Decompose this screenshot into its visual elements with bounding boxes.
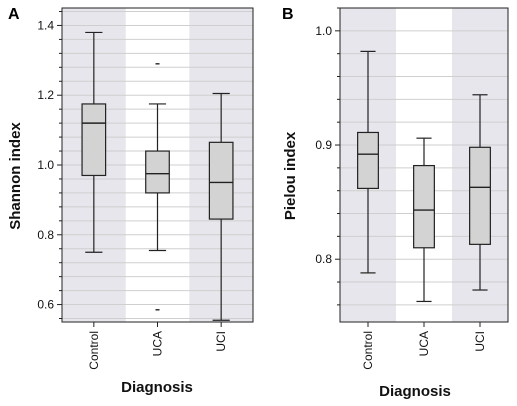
panel-a-y-tick-label: 1.0 xyxy=(37,158,54,172)
panel-b-uca-box xyxy=(413,164,435,249)
panel-a-control-box xyxy=(81,103,107,177)
panel-b-y-axis-title: Pielou index xyxy=(282,131,299,220)
panel-a-x-axis-title: Diagnosis xyxy=(121,379,193,396)
panel-b-letter: B xyxy=(282,6,294,23)
panel-b: B Pielou index Diagnosis 0.8 0.9 1.0 Contro… xyxy=(282,6,509,400)
panel-a-y-tick-label: 0.6 xyxy=(37,298,54,312)
panel-b-x-tick-label-uca: UCA xyxy=(417,331,431,356)
panel-b-y-tick-label: 1.0 xyxy=(315,24,332,38)
panel-a-x-tick-label-control: Control xyxy=(87,331,101,370)
panel-a-y-tick-label: 1.2 xyxy=(37,88,54,102)
panel-a-y-tick-label: 0.8 xyxy=(37,228,54,242)
panel-a-plot-area: 0.6 0.8 1.0 1.2 1.4 Control UCA UCI xyxy=(37,7,254,370)
panel-a-y-tick-label: 1.4 xyxy=(37,18,54,32)
panel-a-y-axis-title: Shannon index xyxy=(7,122,24,230)
panel-a-uca-box xyxy=(145,150,170,194)
panel-a-letter: A xyxy=(8,6,20,23)
panel-a-x-tick-label-uci: UCI xyxy=(214,331,228,352)
panel-a: A Shannon index Diagnosis 0.6 0.8 1.0 1.2 1.… xyxy=(7,6,254,396)
panel-b-control-box xyxy=(357,131,379,190)
panel-b-plot-area: 0.8 0.9 1.0 Control UCA UCI xyxy=(315,7,509,370)
panel-a-uci-box xyxy=(208,141,234,220)
panel-b-x-axis-title: Diagnosis xyxy=(379,383,451,400)
panel-b-x-tick-label-control: Control xyxy=(361,331,375,370)
panel-b-y-tick-label: 0.8 xyxy=(315,252,332,266)
panel-b-y-tick-label: 0.9 xyxy=(315,138,332,152)
panel-b-uci-box xyxy=(469,146,491,245)
panel-a-x-tick-label-uca: UCA xyxy=(151,331,165,356)
panel-b-x-tick-label-uci: UCI xyxy=(473,331,487,352)
